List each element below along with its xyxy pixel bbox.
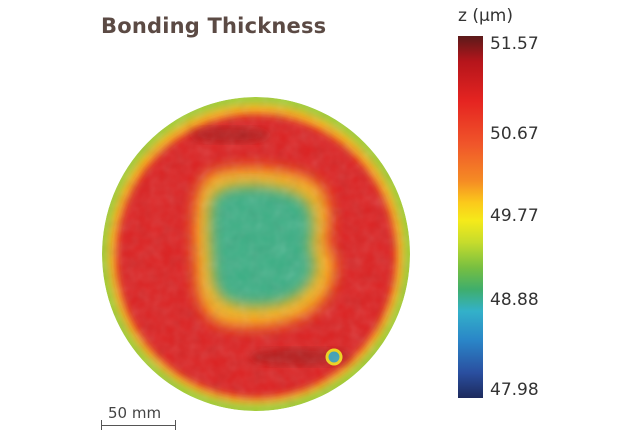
scale-bar: [101, 425, 176, 426]
scale-bar-cap: [175, 420, 176, 430]
colorbar-tick: 49.77: [490, 206, 539, 226]
colorbar-tick: 48.88: [490, 290, 539, 310]
scale-bar-label: 50 mm: [108, 404, 162, 422]
colorbar-tick: 51.57: [490, 34, 539, 54]
scale-bar-cap: [101, 420, 102, 430]
thickness-map: [100, 95, 412, 413]
colorbar-tick: 50.67: [490, 124, 539, 144]
chart-title: Bonding Thickness: [101, 14, 327, 38]
colorbar-tick: 47.98: [490, 380, 539, 400]
colorbar: [458, 36, 483, 398]
colorbar-label: z (µm): [458, 6, 513, 26]
